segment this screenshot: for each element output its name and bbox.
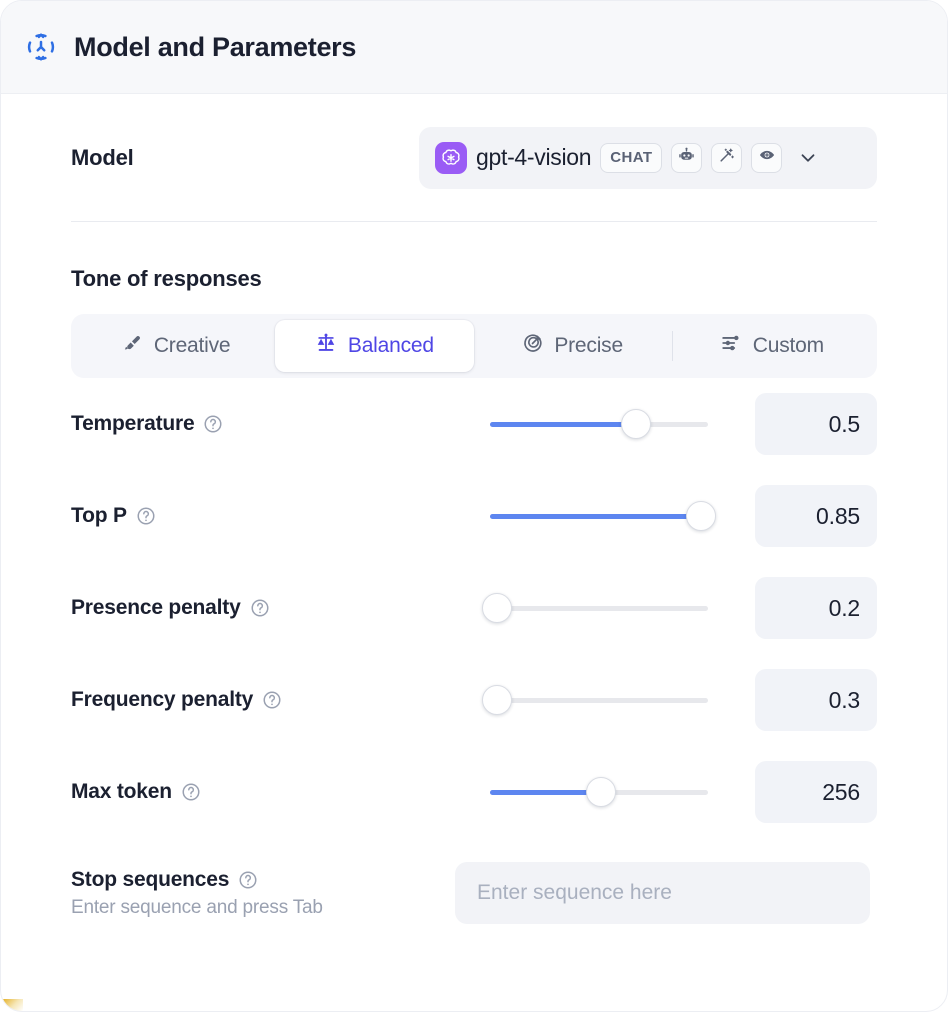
slider-fill: [490, 513, 702, 519]
slider-presence-penalty[interactable]: [475, 588, 725, 628]
parameter-row-top-p: Top P 0.85: [71, 470, 877, 562]
model-select[interactable]: gpt-4-vision CHAT: [419, 126, 877, 189]
parameter-label: Max token: [71, 780, 172, 803]
stop-sequences-row: Stop sequences Enter sequence and press …: [71, 838, 877, 924]
parameter-label: Top P: [71, 504, 127, 527]
parameter-row-presence-penalty: Presence penalty 0.2: [71, 562, 877, 654]
parameter-row-frequency-penalty: Frequency penalty 0.3: [71, 654, 877, 746]
help-icon[interactable]: [203, 414, 223, 434]
slider-thumb[interactable]: [686, 501, 717, 531]
slider-thumb[interactable]: [621, 409, 652, 439]
tone-option-creative[interactable]: Creative: [77, 320, 275, 372]
tone-option-balanced[interactable]: Balanced: [275, 320, 474, 372]
page-title: Model and Parameters: [74, 31, 357, 62]
model-row: Model gpt-4-vision CHAT: [71, 94, 877, 221]
parameter-value-max-token[interactable]: 256: [755, 761, 877, 823]
assistant-capability[interactable]: [671, 142, 703, 173]
slider-frequency-penalty[interactable]: [475, 680, 725, 720]
parameter-value-temperature[interactable]: 0.5: [755, 393, 877, 455]
model-hub-icon: [23, 29, 59, 65]
slider-max-token[interactable]: [475, 772, 725, 812]
openai-logo: [435, 141, 467, 174]
slider-temperature[interactable]: [475, 404, 725, 444]
help-icon[interactable]: [250, 598, 270, 618]
parameter-label-wrap-presence-penalty: Presence penalty: [71, 596, 475, 620]
parameter-label-wrap-top-p: Top P: [71, 504, 475, 528]
slider-top-p[interactable]: [475, 496, 725, 536]
vision-capability[interactable]: [751, 142, 783, 173]
stop-sequences-hint: Enter sequence and press Tab: [71, 897, 323, 918]
parameter-value-presence-penalty[interactable]: 0.2: [755, 577, 877, 639]
help-icon[interactable]: [238, 870, 258, 890]
tone-divider: [671, 331, 673, 361]
completion-capability[interactable]: [711, 142, 743, 173]
slider-thumb[interactable]: [586, 777, 617, 807]
slider-fill: [490, 789, 602, 795]
model-name: gpt-4-vision: [476, 144, 592, 170]
slider-track: [490, 697, 708, 703]
parameter-row-max-token: Max token 256: [71, 746, 877, 838]
stop-sequences-labels: Stop sequences Enter sequence and press …: [71, 862, 455, 919]
tone-option-label: Custom: [752, 334, 824, 357]
help-icon[interactable]: [262, 690, 282, 710]
parameter-label: Presence penalty: [71, 596, 241, 619]
tone-option-label: Precise: [554, 334, 623, 357]
model-label: Model: [71, 144, 134, 170]
tone-option-custom[interactable]: Custom: [673, 320, 871, 372]
eye-icon: [758, 146, 776, 169]
parameter-label-wrap-frequency-penalty: Frequency penalty: [71, 688, 475, 712]
parameters-list: Temperature 0.5 Top P 0.85 Presence penalty 0…: [71, 378, 877, 838]
help-icon[interactable]: [181, 782, 201, 802]
parameter-row-temperature: Temperature 0.5: [71, 378, 877, 470]
corner-accent: [1, 999, 23, 1011]
help-icon[interactable]: [136, 506, 156, 526]
card-body: Model gpt-4-vision CHAT: [1, 94, 947, 924]
slider-thumb[interactable]: [481, 593, 512, 623]
card-header: Model and Parameters: [1, 1, 947, 94]
tone-option-label: Balanced: [347, 334, 434, 357]
stop-sequences-label: Stop sequences: [71, 868, 230, 891]
parameter-label-wrap-temperature: Temperature: [71, 412, 475, 436]
tone-option-precise[interactable]: Precise: [474, 320, 672, 372]
magic-wand-icon: [718, 147, 735, 169]
sliders-icon: [720, 332, 742, 360]
tone-option-label: Creative: [153, 334, 231, 357]
robot-icon: [678, 147, 695, 169]
slider-thumb[interactable]: [481, 685, 512, 715]
slider-track: [490, 605, 708, 611]
target-icon: [522, 333, 543, 360]
parameter-value-frequency-penalty[interactable]: 0.3: [755, 669, 877, 731]
section-divider: [71, 221, 877, 222]
tone-segmented-control: Creative Balanced: [71, 314, 877, 378]
slider-fill: [490, 421, 637, 427]
brush-icon: [122, 333, 143, 360]
parameter-label: Temperature: [71, 412, 195, 435]
tone-section-title: Tone of responses: [71, 266, 262, 291]
parameter-value-top-p[interactable]: 0.85: [755, 485, 877, 547]
stop-sequences-input[interactable]: [455, 862, 870, 924]
scales-icon: [315, 332, 337, 360]
parameter-label-wrap-max-token: Max token: [71, 780, 475, 804]
chevron-down-icon[interactable]: [797, 147, 819, 169]
parameter-label: Frequency penalty: [71, 688, 254, 711]
model-type-badge: CHAT: [600, 142, 663, 173]
